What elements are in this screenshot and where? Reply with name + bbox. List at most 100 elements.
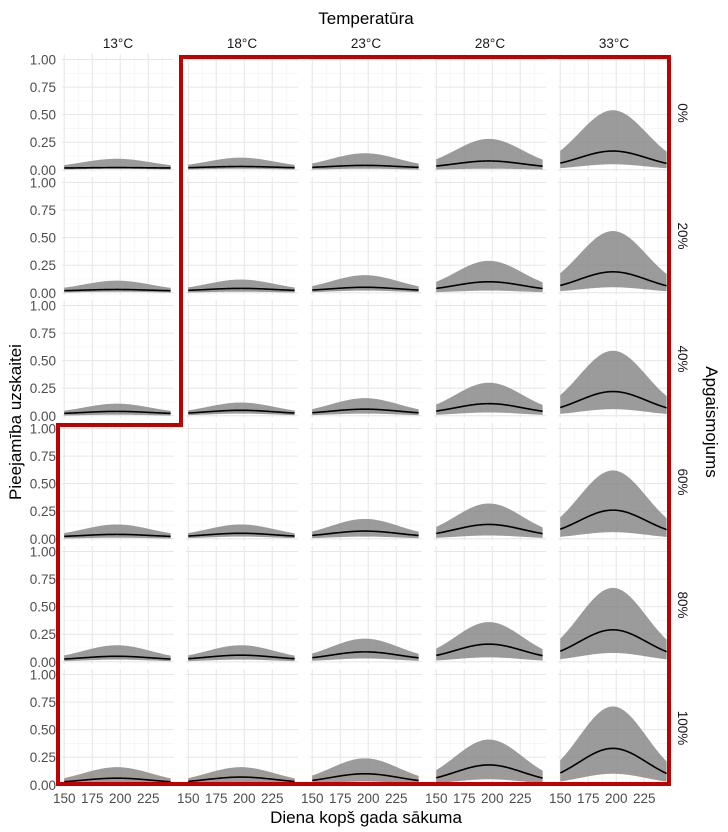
row-strip-label: 60% — [675, 468, 690, 495]
x-tick-label: 200 — [481, 791, 504, 806]
y-tick-label: 0.00 — [30, 409, 56, 424]
x-tick-label: 200 — [109, 791, 132, 806]
x-tick-label: 150 — [425, 791, 448, 806]
panel-background — [186, 177, 298, 295]
y-tick-label: 0.50 — [30, 600, 56, 615]
mean-line — [64, 655, 171, 660]
y-tick-label: 0.25 — [30, 750, 56, 765]
mean-line — [436, 160, 543, 167]
mean-line — [312, 651, 419, 659]
y-tick-label: 0.00 — [30, 655, 56, 670]
interval-band — [312, 638, 419, 661]
row-strip-label: 80% — [675, 591, 690, 618]
row-strip-label: 0% — [675, 103, 690, 123]
y-tick-label: 1.00 — [30, 299, 56, 314]
mean-line — [436, 643, 543, 657]
y-tick-label: 0.50 — [30, 723, 56, 738]
y-tick-label: 0.00 — [30, 286, 56, 301]
y-tick-label: 0.25 — [30, 381, 56, 396]
panel-background — [186, 546, 298, 664]
y-tick-label: 0.75 — [30, 695, 56, 710]
interval-band — [436, 739, 543, 784]
mean-line — [188, 532, 295, 537]
panel-background — [62, 177, 174, 295]
y-tick-label: 0.00 — [30, 778, 56, 793]
mean-line — [312, 164, 419, 169]
column-strip-label: 18°C — [227, 36, 257, 51]
mean-line — [436, 280, 543, 290]
row-strip-label: 100% — [675, 711, 690, 746]
interval-band — [188, 767, 295, 785]
interval-band — [560, 110, 667, 169]
mean-line — [559, 629, 667, 653]
y-tick-label: 0.25 — [30, 258, 56, 273]
x-tick-label: 225 — [261, 791, 284, 806]
y-tick-label: 0.50 — [30, 108, 56, 123]
y-tick-label: 1.00 — [30, 53, 56, 68]
mean-line — [312, 530, 419, 537]
y-tick-label: 0.75 — [30, 326, 56, 341]
panel-background — [186, 300, 298, 418]
panel-background — [62, 423, 174, 541]
y-tick-label: 0.25 — [30, 627, 56, 642]
y-tick-label: 0.00 — [30, 163, 56, 178]
panel-background — [186, 54, 298, 172]
x-tick-label: 150 — [549, 791, 572, 806]
interval-band — [64, 158, 171, 170]
y-axis-title: Pieejamība uzskaitei — [6, 344, 25, 500]
y-tick-label: 0.75 — [30, 80, 56, 95]
mean-line — [559, 509, 667, 531]
y-tick-label: 0.50 — [30, 477, 56, 492]
panel-background — [62, 300, 174, 418]
y-tick-label: 0.00 — [30, 532, 56, 547]
y-tick-label: 0.75 — [30, 449, 56, 464]
panel-background — [186, 423, 298, 541]
x-tick-label: 200 — [233, 791, 256, 806]
mean-line — [312, 286, 419, 291]
mean-line — [188, 654, 295, 660]
mean-line — [560, 390, 667, 409]
x-tick-label: 150 — [301, 791, 324, 806]
mean-line — [64, 777, 171, 783]
y-tick-label: 1.00 — [30, 176, 56, 191]
panel-background — [62, 54, 174, 172]
mean-line — [64, 288, 171, 292]
panel-background — [310, 54, 422, 172]
panel-background — [62, 546, 174, 664]
x-tick-label: 150 — [177, 791, 200, 806]
interval-band — [436, 138, 543, 170]
column-strip-label: 13°C — [103, 36, 133, 51]
interval-band — [560, 587, 667, 660]
mean-line — [436, 402, 543, 413]
interval-band — [560, 706, 667, 782]
row-strip-label: 20% — [675, 222, 690, 249]
x-tick-label: 200 — [605, 791, 628, 806]
x-tick-label: 175 — [329, 791, 352, 806]
x-axis-title: Diena kopš gada sākuma — [270, 808, 462, 827]
y-tick-label: 0.75 — [30, 572, 56, 587]
y-tick-label: 1.00 — [30, 422, 56, 437]
x-tick-label: 175 — [453, 791, 476, 806]
x-tick-label: 175 — [577, 791, 600, 806]
interval-band — [312, 758, 419, 784]
highlight-overlay — [56, 55, 671, 786]
mean-line — [188, 409, 295, 414]
mean-line — [559, 747, 667, 775]
y-tick-label: 0.25 — [30, 504, 56, 519]
mean-line — [436, 764, 543, 779]
column-strip-label: 28°C — [475, 36, 505, 51]
y-tick-label: 1.00 — [30, 668, 56, 683]
facet-grid: 13°C 18°C 23°C 28°C 33°C 0% 20% 40% 60% 80% 100% 0.… — [30, 36, 690, 806]
mean-line — [188, 287, 295, 292]
column-strip-label: 23°C — [351, 36, 381, 51]
x-tick-label: 200 — [357, 791, 380, 806]
x-tick-label: 225 — [509, 791, 532, 806]
mean-line — [188, 776, 295, 783]
y-tick-label: 0.50 — [30, 354, 56, 369]
row-strip-title: Apgaismojums — [702, 366, 721, 478]
interval-band — [436, 503, 543, 538]
mean-line — [436, 523, 543, 535]
y-tick-label: 1.00 — [30, 545, 56, 560]
interval-band — [436, 622, 543, 661]
